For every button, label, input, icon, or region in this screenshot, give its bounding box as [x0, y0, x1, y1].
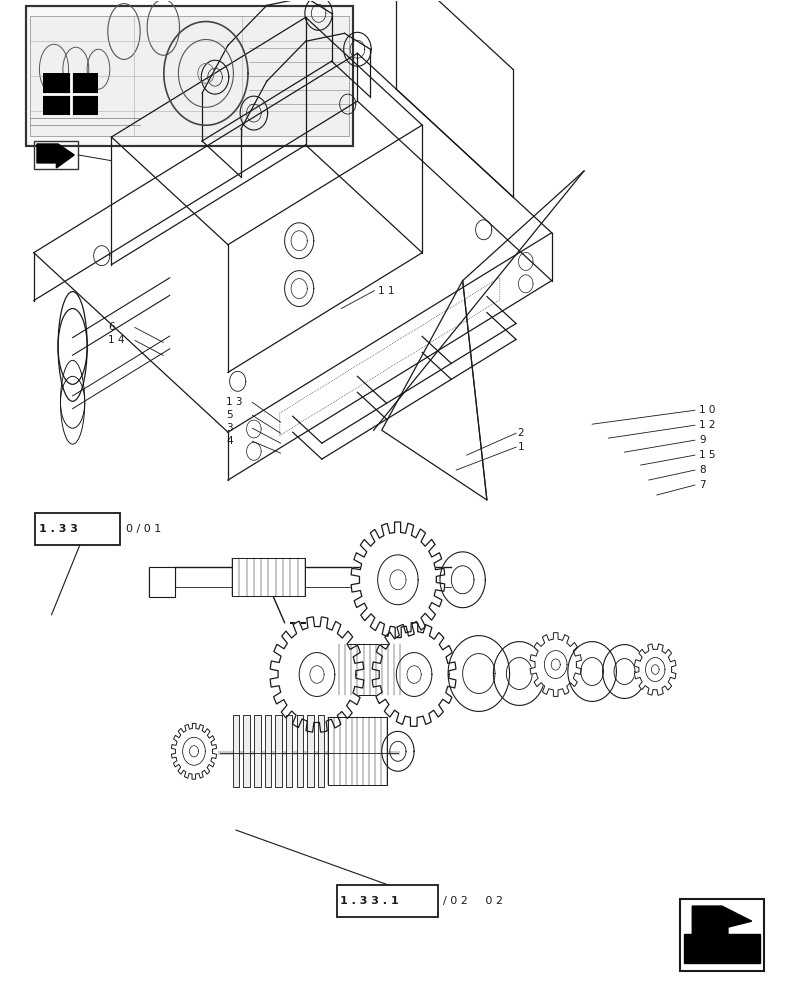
Polygon shape — [448, 636, 509, 711]
Polygon shape — [602, 645, 646, 698]
Polygon shape — [371, 623, 456, 726]
Bar — [337, 885, 438, 917]
Bar — [233, 715, 239, 787]
Text: 9: 9 — [698, 435, 705, 445]
Bar — [264, 715, 271, 787]
Text: 1 0: 1 0 — [698, 405, 714, 415]
Polygon shape — [171, 723, 217, 779]
Text: 1 5: 1 5 — [698, 450, 714, 460]
Bar — [243, 715, 250, 787]
Text: 8: 8 — [698, 465, 705, 475]
Bar — [679, 899, 763, 971]
Polygon shape — [543, 651, 566, 679]
Polygon shape — [493, 642, 544, 705]
Text: 6: 6 — [108, 322, 114, 332]
Polygon shape — [645, 658, 664, 681]
Bar — [232, 558, 304, 596]
Bar — [317, 715, 324, 787]
Bar — [296, 715, 303, 787]
Bar — [275, 715, 281, 787]
Bar — [26, 6, 353, 146]
Bar — [254, 715, 260, 787]
Polygon shape — [350, 522, 444, 638]
Text: 7: 7 — [698, 480, 705, 490]
Text: 1 . 3 3: 1 . 3 3 — [40, 524, 78, 534]
Text: 3: 3 — [226, 423, 233, 433]
Text: 1 2: 1 2 — [698, 420, 714, 430]
Text: 5: 5 — [226, 410, 233, 420]
Bar — [243, 715, 250, 787]
Polygon shape — [692, 906, 751, 936]
Bar — [307, 715, 313, 787]
Text: 2: 2 — [517, 428, 524, 438]
Polygon shape — [270, 617, 363, 732]
Polygon shape — [440, 552, 485, 608]
Bar — [339, 644, 400, 695]
Text: 1 . 3 3 . 1: 1 . 3 3 . 1 — [340, 896, 398, 906]
Bar — [275, 715, 281, 787]
Polygon shape — [381, 731, 414, 771]
Bar — [264, 715, 271, 787]
Polygon shape — [683, 934, 760, 963]
Polygon shape — [396, 653, 431, 696]
Bar — [34, 141, 78, 169]
Bar — [44, 73, 98, 115]
Text: / 0 2     0 2: / 0 2 0 2 — [443, 896, 503, 906]
Polygon shape — [567, 642, 616, 701]
Bar — [681, 904, 761, 966]
Bar — [296, 715, 303, 787]
Text: 1: 1 — [517, 442, 524, 452]
Bar — [36, 513, 120, 545]
Bar — [233, 715, 239, 787]
Polygon shape — [182, 737, 205, 765]
Text: 1 1: 1 1 — [377, 286, 393, 296]
Text: 0 / 0 1: 0 / 0 1 — [126, 524, 161, 534]
Bar — [148, 567, 175, 597]
Text: 4: 4 — [226, 436, 233, 446]
Polygon shape — [377, 555, 418, 605]
Polygon shape — [298, 653, 334, 696]
Bar — [285, 715, 292, 787]
Text: 1 4: 1 4 — [108, 335, 125, 345]
Bar — [317, 715, 324, 787]
Bar — [328, 717, 386, 785]
Bar — [307, 715, 313, 787]
Polygon shape — [37, 144, 74, 168]
Bar — [30, 16, 349, 136]
Text: 1 3: 1 3 — [226, 397, 242, 407]
Bar — [26, 6, 353, 146]
Polygon shape — [633, 644, 676, 695]
Polygon shape — [530, 633, 581, 696]
Bar — [254, 715, 260, 787]
Bar — [285, 715, 292, 787]
